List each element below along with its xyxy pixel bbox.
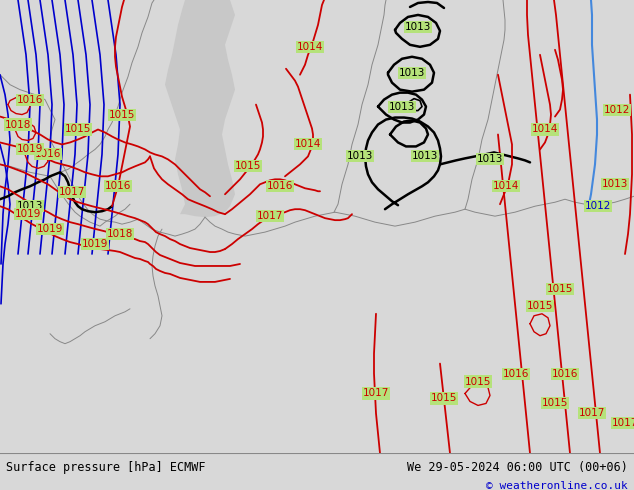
Text: 1013: 1013 — [602, 179, 628, 189]
Text: 1015: 1015 — [109, 110, 135, 120]
Text: 1015: 1015 — [547, 284, 573, 294]
Text: 1017: 1017 — [257, 211, 283, 221]
Text: 1017: 1017 — [612, 418, 634, 428]
Text: 1017: 1017 — [363, 389, 389, 398]
Text: 1014: 1014 — [493, 181, 519, 191]
Text: 1013: 1013 — [477, 154, 503, 164]
Text: 1014: 1014 — [295, 140, 321, 149]
Text: 1019: 1019 — [15, 209, 41, 219]
Text: 1016: 1016 — [267, 181, 293, 191]
Text: 1016: 1016 — [35, 149, 61, 159]
Text: Surface pressure [hPa] ECMWF: Surface pressure [hPa] ECMWF — [6, 461, 206, 474]
Text: 1016: 1016 — [503, 368, 529, 379]
Text: 1014: 1014 — [532, 124, 558, 134]
Text: 1013: 1013 — [399, 68, 425, 78]
Text: 1015: 1015 — [65, 124, 91, 134]
Text: 1013: 1013 — [389, 101, 415, 112]
Text: 1015: 1015 — [431, 393, 457, 403]
Text: 1015: 1015 — [542, 398, 568, 409]
Text: 1019: 1019 — [17, 145, 43, 154]
Text: 1018: 1018 — [5, 120, 31, 129]
Text: © weatheronline.co.uk: © weatheronline.co.uk — [486, 481, 628, 490]
Text: 1016: 1016 — [552, 368, 578, 379]
Text: 1012: 1012 — [585, 201, 611, 211]
Text: 1018: 1018 — [107, 229, 133, 239]
Text: 1013: 1013 — [412, 151, 438, 161]
Text: 1014: 1014 — [297, 42, 323, 52]
Polygon shape — [165, 0, 235, 217]
Text: 1019: 1019 — [37, 224, 63, 234]
Text: We 29-05-2024 06:00 UTC (00+06): We 29-05-2024 06:00 UTC (00+06) — [407, 461, 628, 474]
Text: 1016: 1016 — [17, 95, 43, 105]
Text: 1013: 1013 — [17, 201, 43, 211]
Text: 1013: 1013 — [347, 151, 373, 161]
Text: 1012: 1012 — [604, 104, 630, 115]
Text: 1019: 1019 — [82, 239, 108, 249]
Text: 1017: 1017 — [579, 408, 605, 418]
Text: 1015: 1015 — [527, 301, 553, 311]
Text: 1015: 1015 — [465, 376, 491, 387]
Text: 1013: 1013 — [405, 22, 431, 32]
Text: 1015: 1015 — [235, 161, 261, 172]
Text: 1017: 1017 — [59, 187, 85, 197]
Text: 1016: 1016 — [105, 181, 131, 191]
